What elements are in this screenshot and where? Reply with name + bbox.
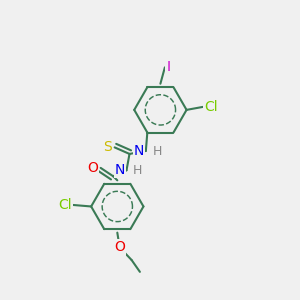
Text: Cl: Cl <box>58 198 72 212</box>
Text: I: I <box>166 60 170 74</box>
Text: S: S <box>103 140 112 154</box>
Text: O: O <box>87 161 98 175</box>
Text: O: O <box>114 241 125 254</box>
Text: H: H <box>152 145 162 158</box>
Text: Cl: Cl <box>204 100 218 114</box>
Text: H: H <box>133 164 142 177</box>
Text: N: N <box>134 144 144 158</box>
Text: N: N <box>115 163 125 177</box>
